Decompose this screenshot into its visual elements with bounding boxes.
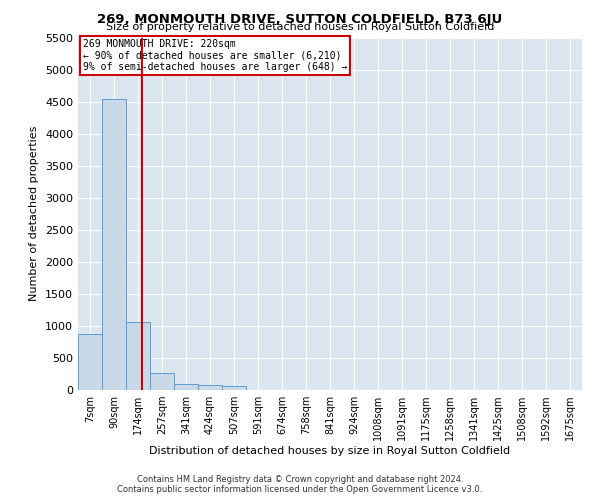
Bar: [222, 386, 246, 390]
Bar: [102, 99, 126, 390]
Y-axis label: Number of detached properties: Number of detached properties: [29, 126, 40, 302]
Bar: [198, 385, 222, 390]
Text: 269 MONMOUTH DRIVE: 220sqm
← 90% of detached houses are smaller (6,210)
9% of se: 269 MONMOUTH DRIVE: 220sqm ← 90% of deta…: [83, 40, 347, 72]
Text: Size of property relative to detached houses in Royal Sutton Coldfield: Size of property relative to detached ho…: [106, 22, 494, 32]
Bar: [78, 334, 102, 390]
Text: 269, MONMOUTH DRIVE, SUTTON COLDFIELD, B73 6JU: 269, MONMOUTH DRIVE, SUTTON COLDFIELD, B…: [97, 12, 503, 26]
Bar: [150, 372, 174, 390]
Bar: [174, 384, 198, 390]
Text: Contains HM Land Registry data © Crown copyright and database right 2024.
Contai: Contains HM Land Registry data © Crown c…: [118, 474, 482, 494]
Bar: [126, 322, 150, 390]
X-axis label: Distribution of detached houses by size in Royal Sutton Coldfield: Distribution of detached houses by size …: [149, 446, 511, 456]
